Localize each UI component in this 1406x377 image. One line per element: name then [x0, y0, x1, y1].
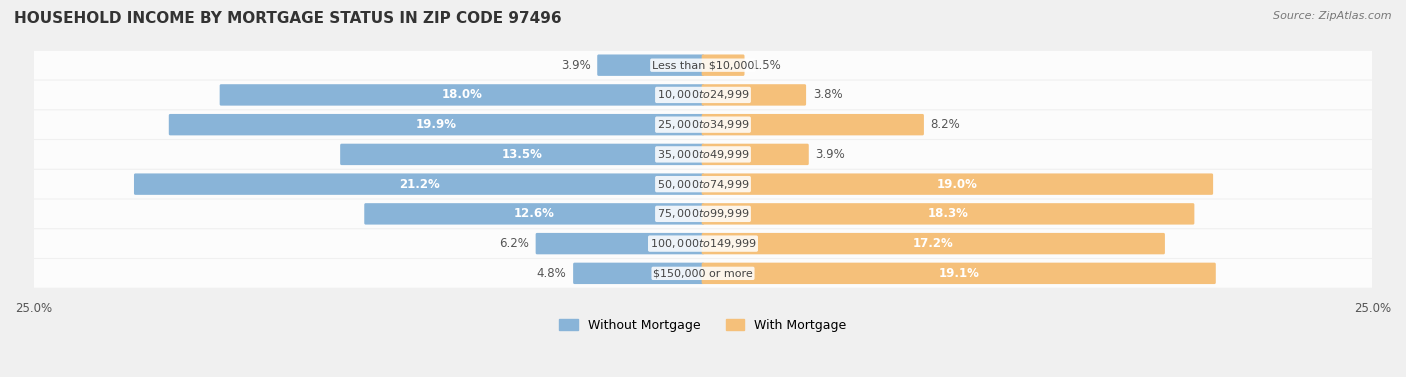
Text: 13.5%: 13.5% — [502, 148, 543, 161]
FancyBboxPatch shape — [702, 144, 808, 165]
Text: 1.5%: 1.5% — [751, 59, 780, 72]
Text: $100,000 to $149,999: $100,000 to $149,999 — [650, 237, 756, 250]
FancyBboxPatch shape — [702, 84, 806, 106]
Text: $75,000 to $99,999: $75,000 to $99,999 — [657, 207, 749, 221]
FancyBboxPatch shape — [34, 140, 1372, 169]
FancyBboxPatch shape — [34, 51, 1372, 80]
Legend: Without Mortgage, With Mortgage: Without Mortgage, With Mortgage — [554, 314, 852, 337]
FancyBboxPatch shape — [598, 54, 704, 76]
Text: 3.9%: 3.9% — [561, 59, 591, 72]
Text: 4.8%: 4.8% — [537, 267, 567, 280]
Text: 3.8%: 3.8% — [813, 89, 842, 101]
FancyBboxPatch shape — [364, 203, 704, 225]
Text: 18.3%: 18.3% — [928, 207, 969, 221]
Text: 21.2%: 21.2% — [399, 178, 440, 191]
Text: 3.9%: 3.9% — [815, 148, 845, 161]
FancyBboxPatch shape — [702, 263, 1216, 284]
FancyBboxPatch shape — [34, 229, 1372, 258]
FancyBboxPatch shape — [702, 114, 924, 135]
FancyBboxPatch shape — [536, 233, 704, 254]
Text: HOUSEHOLD INCOME BY MORTGAGE STATUS IN ZIP CODE 97496: HOUSEHOLD INCOME BY MORTGAGE STATUS IN Z… — [14, 11, 561, 26]
Text: Less than $10,000: Less than $10,000 — [652, 60, 754, 70]
FancyBboxPatch shape — [34, 110, 1372, 139]
FancyBboxPatch shape — [574, 263, 704, 284]
Text: $35,000 to $49,999: $35,000 to $49,999 — [657, 148, 749, 161]
Text: 6.2%: 6.2% — [499, 237, 529, 250]
Text: 17.2%: 17.2% — [912, 237, 953, 250]
Text: $150,000 or more: $150,000 or more — [654, 268, 752, 278]
Text: $10,000 to $24,999: $10,000 to $24,999 — [657, 89, 749, 101]
FancyBboxPatch shape — [702, 233, 1166, 254]
FancyBboxPatch shape — [340, 144, 704, 165]
Text: 18.0%: 18.0% — [441, 89, 482, 101]
FancyBboxPatch shape — [34, 81, 1372, 109]
Text: 19.1%: 19.1% — [938, 267, 979, 280]
FancyBboxPatch shape — [169, 114, 704, 135]
FancyBboxPatch shape — [34, 170, 1372, 198]
Text: $25,000 to $34,999: $25,000 to $34,999 — [657, 118, 749, 131]
Text: 19.9%: 19.9% — [416, 118, 457, 131]
FancyBboxPatch shape — [702, 203, 1194, 225]
Text: 12.6%: 12.6% — [513, 207, 555, 221]
FancyBboxPatch shape — [702, 54, 745, 76]
FancyBboxPatch shape — [702, 173, 1213, 195]
Text: 19.0%: 19.0% — [936, 178, 977, 191]
FancyBboxPatch shape — [34, 259, 1372, 288]
FancyBboxPatch shape — [34, 199, 1372, 228]
FancyBboxPatch shape — [219, 84, 704, 106]
Text: $50,000 to $74,999: $50,000 to $74,999 — [657, 178, 749, 191]
FancyBboxPatch shape — [134, 173, 704, 195]
Text: Source: ZipAtlas.com: Source: ZipAtlas.com — [1274, 11, 1392, 21]
Text: 8.2%: 8.2% — [931, 118, 960, 131]
